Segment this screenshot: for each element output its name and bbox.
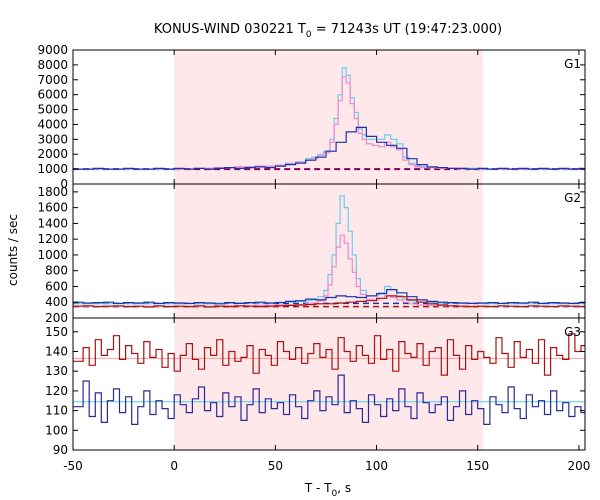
plot-area: 0100020003000400050006000700080009000G12…: [37, 43, 590, 473]
g1-ytick-label: 5000: [37, 103, 68, 117]
g2-ytick-label: 1000: [37, 248, 68, 262]
g3-frame: [72, 317, 586, 451]
xtick-label: 0: [170, 459, 178, 473]
g3-ytick-label: 100: [45, 423, 68, 437]
chart-title: KONUS-WIND 030221 T0 = 71243s UT (19:47:…: [154, 22, 502, 40]
g3-ytick-label: 110: [45, 404, 68, 418]
g3-series-blue: [73, 374, 585, 425]
xtick-label: 150: [466, 459, 489, 473]
g1-ytick-label: 9000: [37, 43, 68, 57]
g1-ytick-label: 2000: [37, 147, 68, 161]
g1-ytick-label: 6000: [37, 88, 68, 102]
g2-ytick-label: 1400: [37, 216, 68, 230]
x-axis-label: T - T0, s: [304, 481, 351, 499]
g1-series-medium: [73, 76, 585, 170]
g3-ytick-label: 120: [45, 384, 68, 398]
g2-ytick-label: 800: [45, 264, 68, 278]
g2-series-red: [73, 295, 585, 308]
g1-highlight-interval: [174, 50, 483, 184]
g2-panel-label: G2: [564, 191, 581, 205]
g2-ytick-label: 1600: [37, 201, 68, 215]
g2-ytick-label: 600: [45, 279, 68, 293]
g1-ytick-label: 4000: [37, 117, 68, 131]
g3-ytick-label: 90: [53, 443, 68, 457]
g3-ytick-label: 150: [45, 325, 68, 339]
g3-highlight-interval: [174, 318, 483, 450]
g1-ytick-label: 0: [60, 177, 68, 191]
g1-ytick-label: 7000: [37, 73, 68, 87]
g1-panel-label: G1: [564, 57, 581, 71]
g1-ytick-label: 8000: [37, 58, 68, 72]
xtick-label: 50: [268, 459, 283, 473]
xtick-label: -50: [63, 459, 83, 473]
g1-ytick-label: 3000: [37, 132, 68, 146]
g3-ytick-label: 140: [45, 344, 68, 358]
xtick-label: 100: [365, 459, 388, 473]
xtick-label: 200: [567, 459, 590, 473]
g2-series-blue: [73, 289, 585, 305]
g3-panel-label: G3: [564, 325, 581, 339]
g2-ytick-label: 1800: [37, 185, 68, 199]
g3-ytick-label: 130: [45, 364, 68, 378]
g2-ytick-label: 1200: [37, 232, 68, 246]
g3-series-red: [73, 333, 585, 376]
g2-ytick-label: 400: [45, 295, 68, 309]
y-axis-label: counts / sec: [6, 214, 20, 286]
g2-ytick-label: 200: [45, 311, 68, 325]
g1-ytick-label: 1000: [37, 162, 68, 176]
g1-series-dark: [73, 126, 585, 170]
